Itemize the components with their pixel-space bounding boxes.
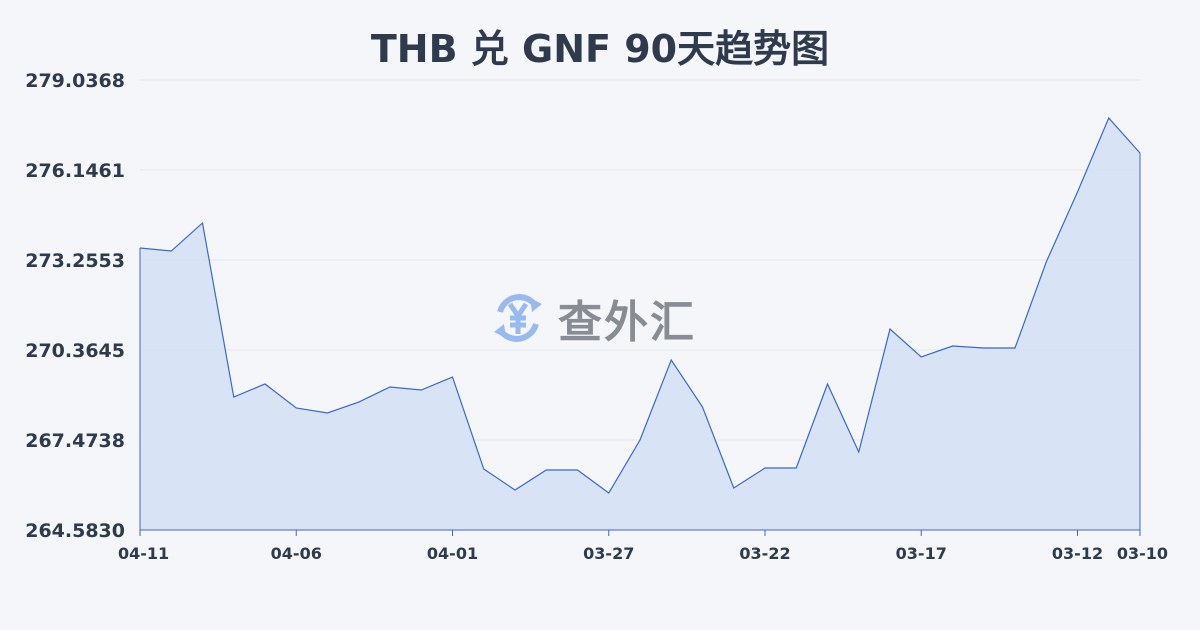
x-tick-label: 03-22	[739, 544, 790, 563]
y-tick-label: 276.1461	[25, 160, 125, 182]
y-tick-label: 273.2553	[25, 250, 125, 272]
x-tick-label: 04-01	[427, 544, 478, 563]
series-line	[139, 116, 1141, 494]
x-tick-label: 03-27	[583, 544, 634, 563]
x-tick-label: 03-10	[1117, 544, 1168, 563]
y-tick-label: 270.3645	[25, 340, 125, 362]
y-tick-label: 279.0368	[25, 70, 125, 92]
x-tick-label: 04-11	[118, 544, 169, 563]
watermark: 查外汇	[488, 286, 696, 350]
yen-exchange-icon	[494, 294, 542, 342]
y-tick-label: 267.4738	[25, 430, 125, 452]
area-fill	[140, 118, 1140, 530]
x-tick-label: 03-17	[896, 544, 947, 563]
watermark-text: 查外汇	[558, 297, 696, 348]
x-tick-label: 03-12	[1052, 544, 1103, 563]
chart-title: THB 兑 GNF 90天趋势图	[370, 27, 830, 71]
x-tick-label: 04-06	[271, 544, 322, 563]
y-tick-label: 264.5830	[25, 520, 125, 542]
